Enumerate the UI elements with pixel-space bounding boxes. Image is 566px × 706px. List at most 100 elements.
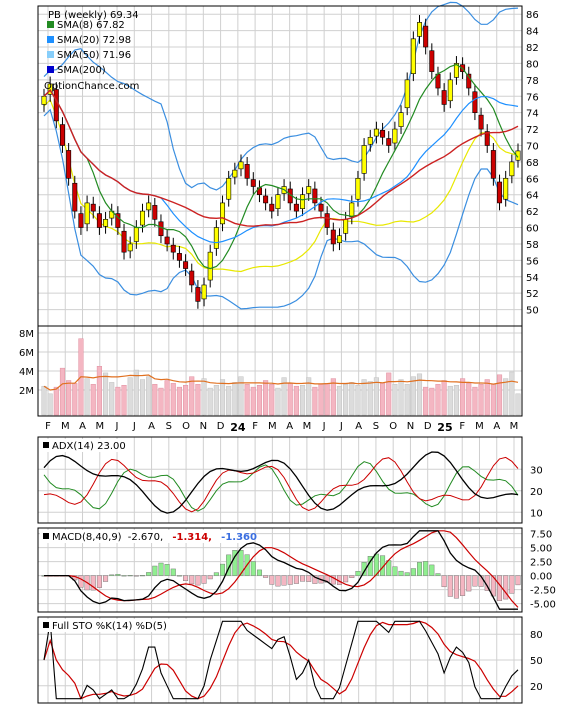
price-tick-label: 82	[526, 43, 539, 54]
candle-body	[66, 150, 72, 179]
volume-bar	[380, 383, 386, 416]
volume-bar	[441, 380, 447, 416]
x-tick-label: J	[339, 421, 343, 432]
x-tick-label: A	[355, 421, 362, 432]
macd-histogram-bar	[509, 575, 515, 594]
volume-bar	[287, 383, 293, 416]
candle-body	[410, 38, 416, 74]
macd-histogram-bar	[503, 575, 509, 600]
candle-body	[466, 73, 472, 89]
macd-axis: 7.50 5.00 2.50 0.00 -2.50 -5.00	[530, 530, 556, 611]
macd-histogram-bar	[232, 550, 238, 576]
price-tick-label: 80	[526, 59, 539, 70]
volume-bar	[238, 376, 244, 416]
volume-bar	[416, 373, 423, 416]
macd-histogram-bar	[349, 575, 355, 578]
volume-bar	[423, 386, 429, 416]
x-tick-label: 25	[437, 421, 452, 434]
sma50-line	[43, 88, 519, 227]
volume-bar	[133, 369, 139, 416]
x-tick-label: A	[493, 421, 500, 432]
volume-bar	[263, 380, 269, 416]
macd-histogram-bar	[330, 575, 336, 585]
legend-label: SMA(20) 72.98	[57, 35, 131, 46]
volume-bar	[189, 376, 195, 416]
adx-tick-label: 20	[530, 487, 543, 498]
volume-bar	[115, 386, 121, 416]
macd-tick-label: 5.00	[530, 544, 552, 555]
stochastic-tick-label: 80	[530, 630, 543, 641]
x-tick-label: F	[459, 421, 465, 432]
macd-histogram-bar	[183, 575, 189, 581]
volume-bar	[256, 385, 263, 416]
volume-bar	[96, 366, 102, 416]
x-tick-label: M	[303, 421, 312, 432]
macd-histogram-bar	[213, 572, 219, 576]
macd-histogram-bar	[497, 575, 503, 601]
candle-body	[484, 131, 490, 146]
x-tick-label: M	[95, 421, 104, 432]
macd-histogram-bar	[189, 575, 195, 585]
candle-body	[355, 178, 361, 200]
candle-body	[103, 219, 109, 227]
macd-histogram-bar	[417, 562, 423, 576]
volume-bar	[226, 385, 232, 416]
volume-bar	[250, 386, 256, 416]
candle-body	[133, 227, 139, 242]
stochastic-axis: 20 50 80	[530, 630, 543, 693]
x-tick-label: M	[475, 421, 484, 432]
candle-body	[96, 213, 102, 228]
candle-body	[189, 270, 195, 286]
candle-body	[423, 25, 429, 48]
volume-bar	[201, 378, 207, 416]
candle-body	[478, 114, 484, 130]
price-tick-label: 76	[526, 92, 539, 103]
macd-tick-label: -5.00	[530, 600, 556, 611]
x-tick-label: S	[166, 421, 172, 432]
volume-bar	[244, 384, 250, 416]
x-tick-label: J	[132, 421, 136, 432]
macd-tick-label: 7.50	[530, 530, 552, 541]
macd-histogram-bar	[158, 562, 164, 576]
candle-body	[78, 213, 84, 228]
macd-histogram-bar	[300, 575, 306, 582]
candle-body	[244, 164, 250, 179]
x-tick-label: D	[424, 421, 432, 432]
candle-body	[53, 89, 59, 122]
volume-bar	[503, 378, 509, 416]
macd-histogram	[41, 550, 521, 601]
x-tick-label: M	[268, 421, 277, 432]
volume-bar	[460, 378, 466, 416]
volume-bar	[207, 387, 213, 416]
stochastic-panel: 20 50 80 Full STO %K(14) %D(5)	[37, 616, 543, 704]
candle-body	[183, 261, 189, 269]
volume-bar	[90, 384, 96, 416]
macd-histogram-bar	[281, 575, 287, 586]
volume-bar	[47, 393, 53, 416]
volume-bar	[453, 385, 459, 416]
macd-histogram-bar	[176, 575, 182, 577]
volume-bar	[59, 367, 66, 416]
candle-body	[392, 128, 398, 144]
macd-tick-label: 2.50	[530, 558, 552, 569]
candle-body	[324, 213, 330, 228]
x-tick-label: S	[373, 421, 379, 432]
macd-histogram-bar	[263, 575, 269, 578]
candle-body	[220, 202, 226, 225]
candle-body	[121, 230, 127, 253]
volume-bar	[490, 384, 496, 416]
macd-histogram-bar	[423, 561, 429, 576]
macd-histogram-bar	[90, 575, 96, 591]
price-tick-label: 72	[526, 125, 539, 136]
macd-histogram-bar	[324, 575, 330, 583]
macd-tick-label: 0.00	[530, 572, 552, 583]
volume-bar	[392, 384, 398, 416]
macd-histogram-bar	[343, 575, 349, 583]
macd-histogram-bar	[275, 575, 281, 587]
volume-bar	[404, 384, 410, 416]
price-tick-label: 70	[526, 141, 539, 152]
macd-histogram-bar	[441, 575, 447, 588]
adx-axis: 10 20 30	[530, 465, 543, 519]
x-tick-label: F	[252, 421, 258, 432]
